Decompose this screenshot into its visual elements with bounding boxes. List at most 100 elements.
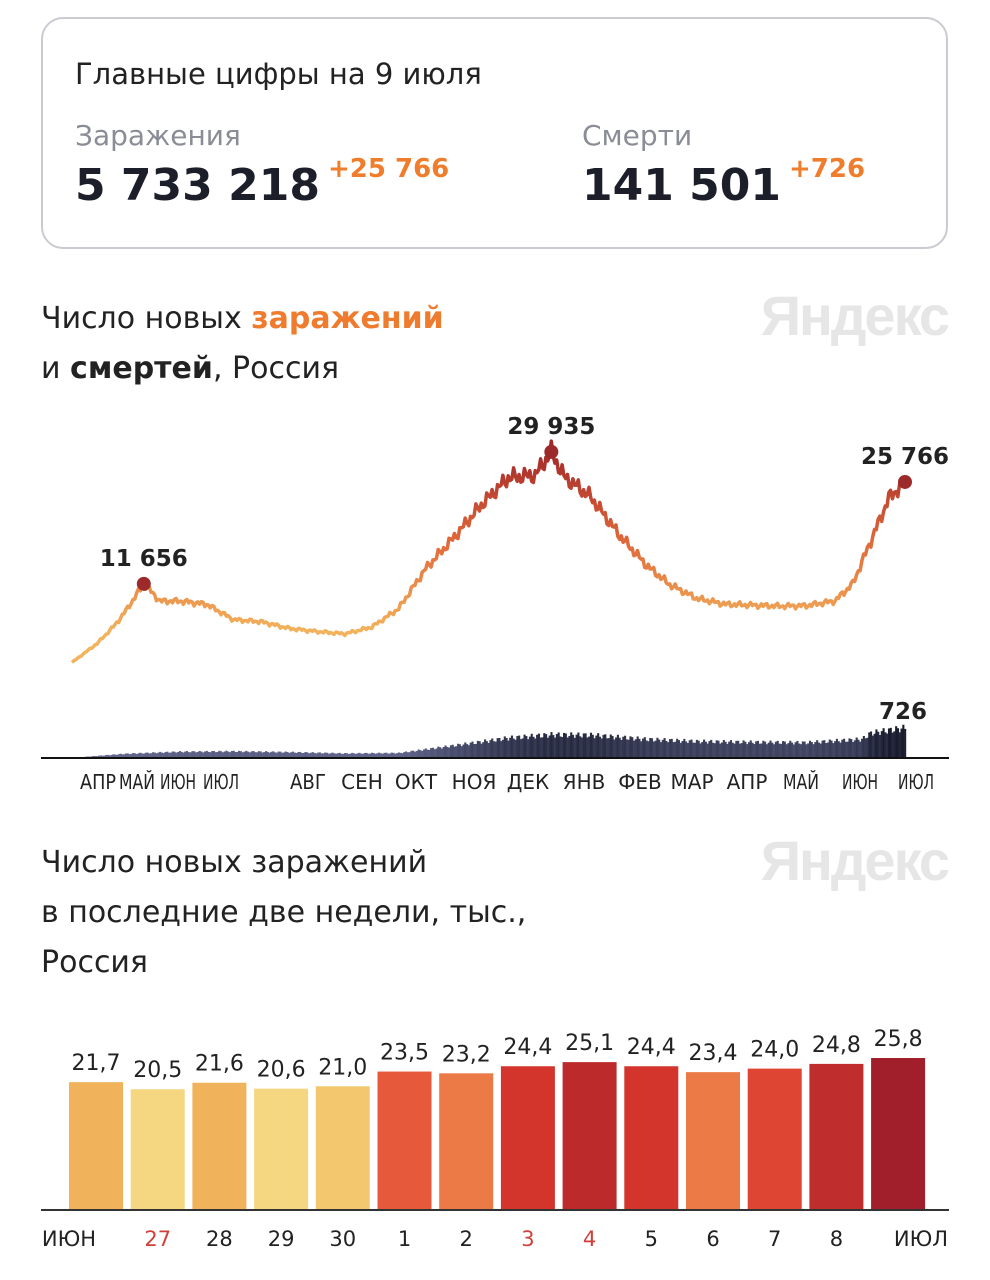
deaths-bar bbox=[731, 742, 734, 758]
line-chart-title: Число новых заражений и смертей, Россия bbox=[41, 294, 444, 394]
x-tick-label: ИЮН bbox=[42, 1227, 96, 1251]
deaths-bar bbox=[257, 751, 260, 758]
deaths-bar bbox=[329, 753, 332, 758]
deaths-bar bbox=[139, 752, 142, 758]
deaths-bar bbox=[458, 744, 461, 758]
x-tick-label: ИЮЛ bbox=[894, 1227, 948, 1251]
bar-value-label: 24,4 bbox=[503, 1035, 552, 1060]
deaths-bar bbox=[435, 748, 438, 758]
deaths-bar bbox=[825, 743, 828, 758]
deaths-bar bbox=[641, 738, 645, 758]
infections-total: 5 733 218 bbox=[75, 160, 320, 211]
deaths-bar bbox=[771, 742, 774, 758]
deaths-bar bbox=[117, 754, 120, 758]
deaths-bar bbox=[717, 740, 720, 758]
deaths-bar bbox=[773, 744, 776, 758]
deaths-bar bbox=[315, 753, 318, 758]
deaths-bar bbox=[358, 752, 361, 758]
deaths-bar bbox=[548, 735, 551, 758]
deaths-bar bbox=[92, 755, 95, 758]
deaths-bar bbox=[536, 734, 539, 758]
deaths-bar bbox=[618, 737, 621, 758]
x-tick-label: ФЕВ bbox=[618, 770, 662, 794]
deaths-bar bbox=[873, 733, 876, 758]
deaths-bar bbox=[133, 753, 137, 758]
deaths-bar bbox=[207, 751, 210, 758]
deaths-bar bbox=[356, 753, 359, 758]
x-tick-label: АПР bbox=[727, 770, 768, 794]
peak-label: 11 656 bbox=[100, 546, 188, 572]
x-tick-label: МАЙ bbox=[119, 770, 155, 794]
deaths-bar bbox=[640, 741, 643, 758]
deaths-bar bbox=[302, 752, 305, 758]
deaths-bar bbox=[173, 751, 176, 758]
deaths-bar bbox=[875, 729, 878, 758]
deaths-bar bbox=[871, 735, 874, 758]
deaths-bar bbox=[674, 741, 677, 758]
peak-label: 29 935 bbox=[507, 414, 595, 440]
deaths-bar bbox=[150, 753, 153, 758]
deaths-bar bbox=[527, 739, 530, 758]
x-tick-label: 8 bbox=[830, 1227, 843, 1251]
deaths-bar bbox=[826, 742, 830, 758]
deaths-bar bbox=[135, 753, 138, 758]
deaths-bar bbox=[896, 728, 900, 758]
deaths-bar bbox=[586, 737, 589, 758]
bar bbox=[315, 1086, 370, 1210]
deaths-bar bbox=[620, 739, 623, 758]
deaths-bar bbox=[659, 742, 663, 758]
deaths-bar bbox=[119, 753, 122, 758]
deaths-bar bbox=[575, 734, 578, 758]
deaths-bar bbox=[803, 741, 806, 758]
title-part: и bbox=[41, 351, 71, 386]
deaths-bar bbox=[248, 752, 251, 758]
deaths-bar bbox=[281, 752, 284, 758]
deaths-bar bbox=[182, 752, 185, 758]
x-tick-label: ЯНВ bbox=[563, 770, 606, 794]
deaths-bar bbox=[487, 742, 490, 758]
deaths-bar bbox=[510, 735, 514, 758]
deaths-bar bbox=[431, 747, 435, 758]
deaths-bar bbox=[390, 752, 393, 758]
deaths-bar bbox=[426, 749, 429, 758]
deaths-bar bbox=[480, 743, 483, 758]
deaths-bar bbox=[895, 726, 898, 758]
deaths-bar bbox=[196, 751, 199, 758]
deaths-bar bbox=[571, 734, 575, 758]
deaths-bar bbox=[665, 740, 668, 758]
deaths-bar bbox=[509, 737, 512, 758]
bar-value-label: 23,5 bbox=[380, 1041, 429, 1066]
deaths-bar bbox=[683, 738, 686, 758]
bar bbox=[254, 1088, 309, 1210]
deaths-bar bbox=[688, 740, 691, 758]
deaths-bar bbox=[311, 752, 314, 758]
x-tick-label: ОКТ bbox=[395, 770, 438, 794]
deaths-bar bbox=[699, 743, 702, 758]
deaths-bar bbox=[837, 741, 840, 758]
deaths-bar bbox=[157, 752, 160, 758]
deaths-bar bbox=[663, 738, 666, 758]
deaths-bar bbox=[767, 742, 770, 758]
peak-label: 25 766 bbox=[861, 444, 949, 470]
deaths-bar bbox=[801, 741, 804, 758]
deaths-bar bbox=[817, 742, 821, 758]
deaths-bar bbox=[424, 748, 427, 758]
infections-line bbox=[70, 439, 907, 664]
deaths-bar bbox=[868, 732, 871, 758]
deaths-bar bbox=[313, 752, 316, 758]
deaths-bar bbox=[279, 751, 282, 758]
deaths-bar bbox=[256, 752, 259, 758]
deaths-bar bbox=[286, 752, 289, 758]
deaths-bar bbox=[218, 750, 221, 758]
deaths-bar bbox=[501, 739, 505, 758]
deaths-bar bbox=[374, 753, 377, 758]
deaths-bar bbox=[272, 751, 275, 758]
deaths-bar bbox=[672, 742, 675, 758]
deaths-bar bbox=[168, 752, 171, 758]
deaths-bar bbox=[760, 743, 763, 758]
deaths-bar bbox=[300, 752, 303, 758]
deaths-bar bbox=[790, 742, 794, 758]
deaths-bar bbox=[126, 753, 129, 758]
